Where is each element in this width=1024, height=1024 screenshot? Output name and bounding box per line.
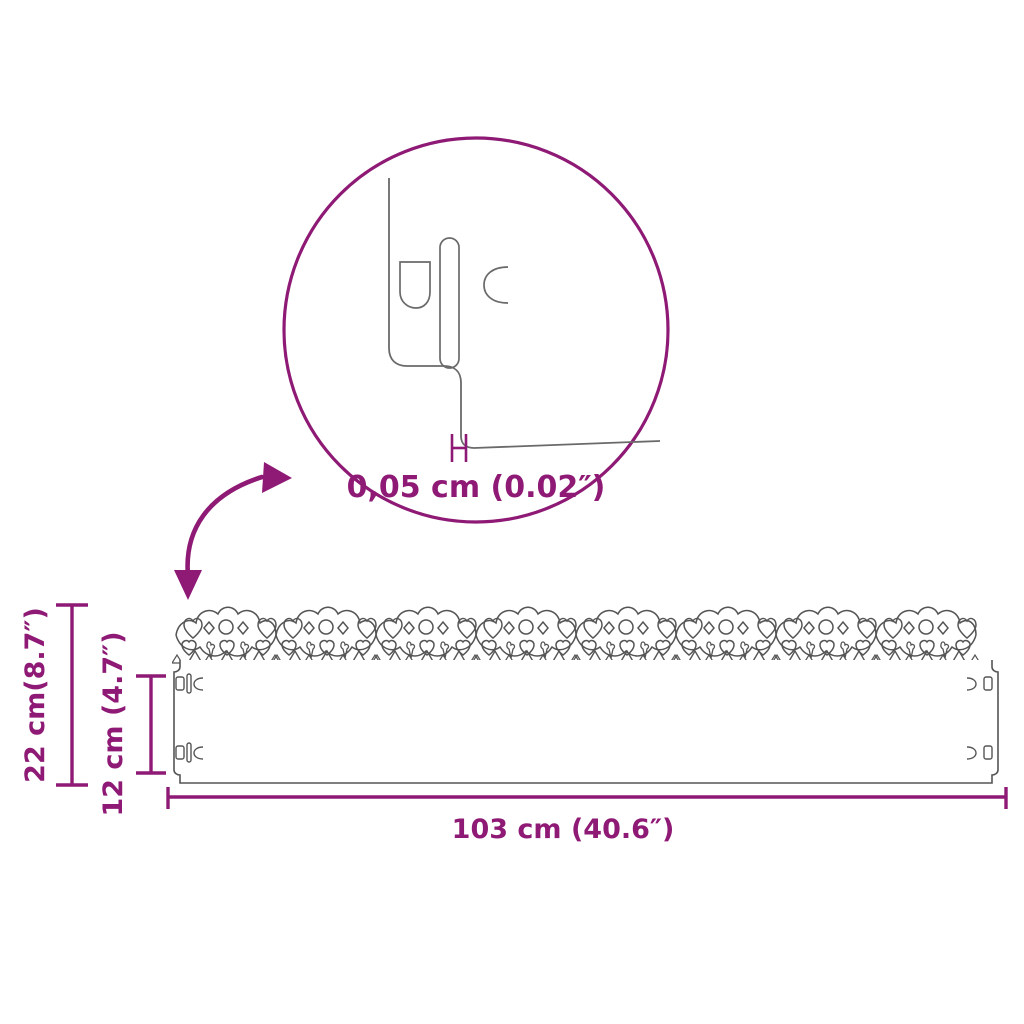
panel-crest-pattern — [172, 606, 981, 664]
detail-circle-outline — [282, 136, 670, 524]
callout-arrow — [174, 462, 292, 600]
total-height-label: 22 cm(8.7″) — [20, 607, 51, 783]
body-height-dimension: 12 cm (4.7″) — [98, 631, 166, 817]
body-height-label: 12 cm (4.7″) — [98, 631, 129, 816]
thickness-dimension-mark — [450, 434, 468, 462]
detail-clip-pin — [439, 237, 460, 369]
panel-left-clips — [175, 673, 204, 763]
width-dimension: 103 cm (40.6″) — [166, 787, 1008, 845]
detail-clip-parts — [399, 237, 509, 369]
thickness-label: 0,05 cm (0.02″) — [347, 470, 606, 505]
total-height-dimension: 22 cm(8.7″) — [20, 603, 88, 787]
width-label: 103 cm (40.6″) — [452, 814, 675, 845]
detail-circle-group: 0,05 cm (0.02″) — [282, 136, 670, 524]
panel-right-slots — [966, 676, 993, 760]
edging-panel — [172, 606, 999, 784]
panel-body-outline — [173, 660, 999, 784]
